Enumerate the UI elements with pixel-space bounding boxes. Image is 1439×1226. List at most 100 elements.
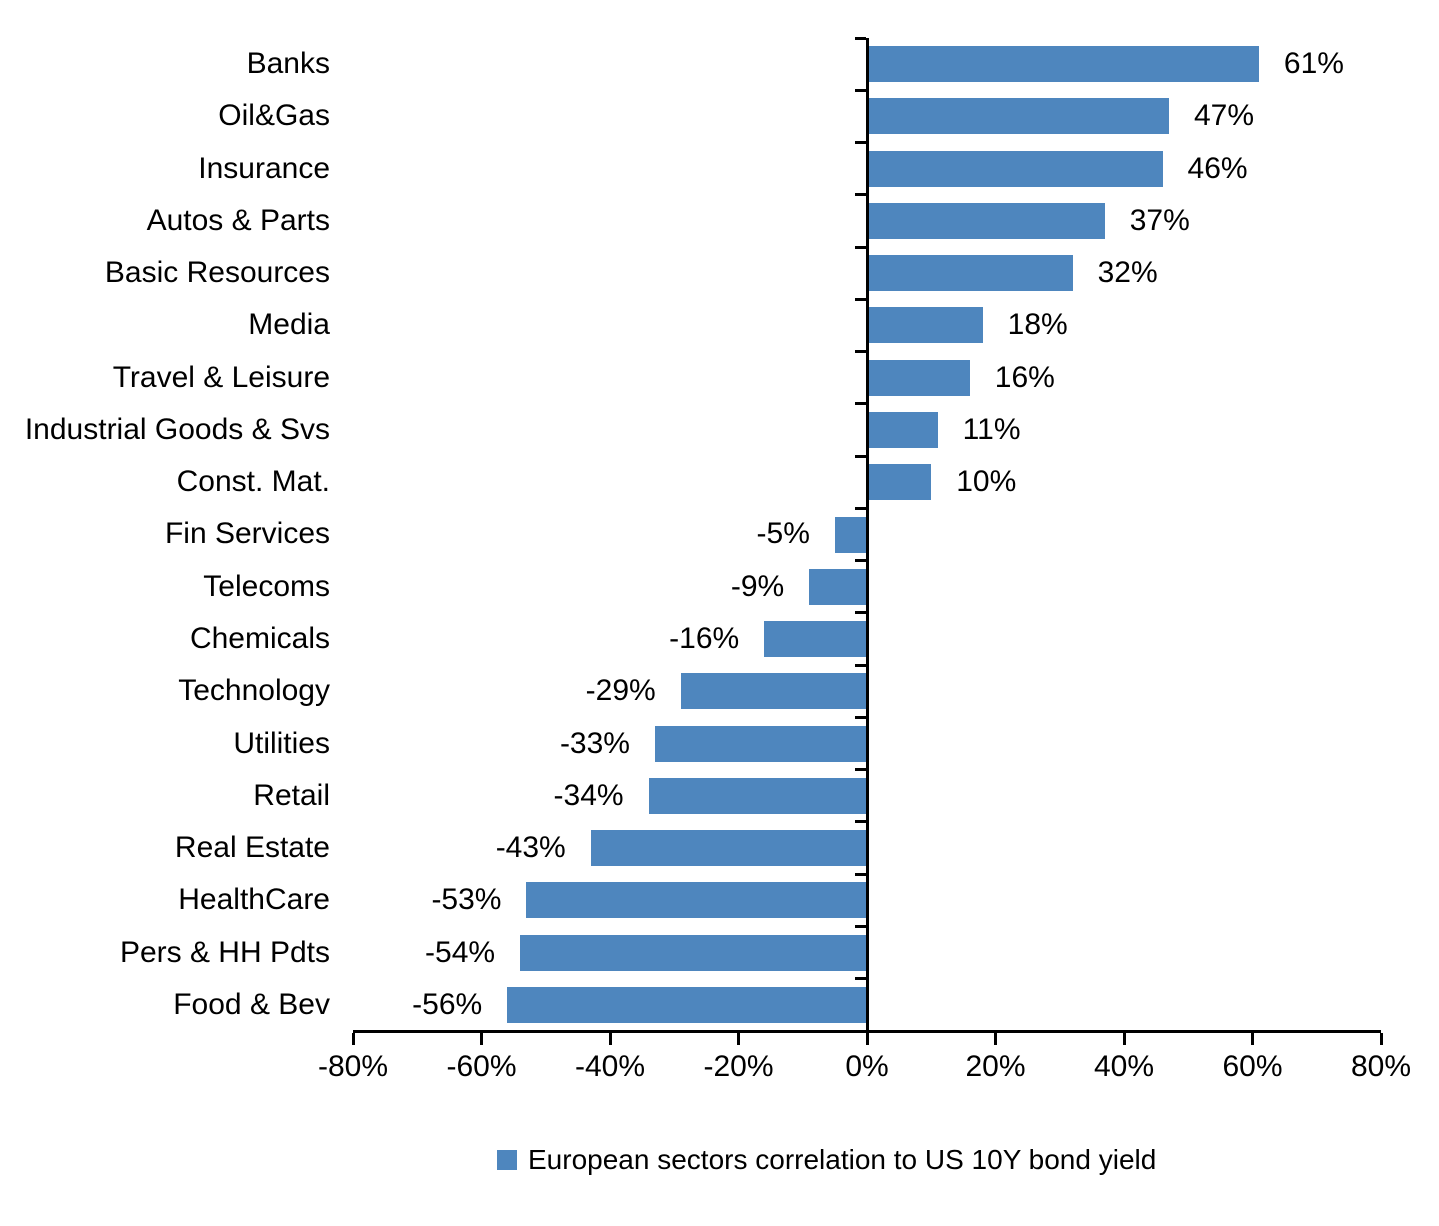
- category-label: Retail: [253, 778, 330, 812]
- bar: [867, 46, 1259, 83]
- bar: [520, 934, 867, 971]
- value-label: -53%: [431, 883, 502, 917]
- category-label: Telecoms: [203, 569, 330, 603]
- category-axis-tick: [855, 559, 866, 563]
- category-axis-tick: [855, 141, 866, 145]
- category-axis-tick: [855, 88, 866, 92]
- category-label: Travel & Leisure: [112, 360, 330, 394]
- category-axis-tick: [855, 193, 866, 197]
- category-axis-tick: [855, 715, 866, 719]
- value-label: -56%: [412, 987, 483, 1021]
- value-axis-tick-label: 80%: [1350, 1050, 1412, 1083]
- value-axis-tick-label: 60%: [1222, 1050, 1283, 1083]
- bar: [867, 150, 1163, 187]
- category-axis-tick: [855, 506, 866, 510]
- value-label: 18%: [1007, 308, 1068, 342]
- category-label: Oil&Gas: [218, 99, 330, 133]
- value-axis-tick: [351, 1033, 355, 1045]
- category-label: HealthCare: [178, 883, 330, 917]
- value-label: -54%: [425, 935, 496, 969]
- value-label: 11%: [962, 412, 1021, 446]
- bar: [867, 307, 983, 344]
- category-label: Pers & HH Pdts: [119, 935, 330, 969]
- value-label: 46%: [1187, 151, 1248, 185]
- category-label: Banks: [246, 47, 330, 81]
- category-label: Technology: [178, 674, 330, 708]
- value-axis-tick-label: 40%: [1093, 1050, 1155, 1083]
- legend-label: European sectors correlation to US 10Y b…: [528, 1144, 1157, 1175]
- category-axis-tick: [855, 977, 866, 981]
- category-label: Food & Bev: [173, 987, 330, 1021]
- category-label: Industrial Goods & Svs: [24, 412, 330, 446]
- bar: [764, 621, 867, 658]
- category-axis-tick: [855, 454, 866, 458]
- value-label: -9%: [730, 569, 785, 603]
- category-axis-tick: [855, 611, 866, 615]
- category-axis-tick: [855, 924, 866, 928]
- value-axis-tick-label: 20%: [965, 1050, 1026, 1083]
- category-axis-tick: [855, 663, 866, 667]
- category-axis-tick: [855, 245, 866, 249]
- category-label: Media: [248, 308, 330, 342]
- category-label: Utilities: [233, 726, 330, 760]
- value-label: 47%: [1193, 99, 1255, 133]
- legend-swatch-icon: [497, 1150, 517, 1170]
- bar: [507, 986, 867, 1023]
- bar: [834, 516, 867, 553]
- value-label: -16%: [669, 622, 740, 656]
- value-label: 10%: [956, 465, 1017, 499]
- bar: [867, 255, 1073, 292]
- bar: [867, 464, 932, 501]
- value-label: -29%: [585, 674, 656, 708]
- value-label: 61%: [1283, 47, 1344, 81]
- value-axis-tick: [480, 1033, 483, 1045]
- legend: European sectors correlation to US 10Y b…: [497, 1146, 1156, 1174]
- bar: [867, 202, 1105, 239]
- category-axis-tick: [855, 36, 866, 40]
- category-axis-line: [866, 38, 869, 1033]
- category-axis-tick: [855, 768, 866, 772]
- value-axis-tick: [994, 1033, 997, 1045]
- value-axis-tick-label: -80%: [317, 1050, 389, 1083]
- value-label: -33%: [559, 726, 630, 760]
- value-axis-tick: [1122, 1033, 1126, 1045]
- value-label: 37%: [1129, 203, 1190, 237]
- value-axis-tick: [865, 1033, 869, 1045]
- value-axis-line: [353, 1030, 1381, 1033]
- category-label: Autos & Parts: [146, 203, 330, 237]
- bar: [648, 777, 867, 814]
- bar: [680, 673, 867, 710]
- category-label: Chemicals: [189, 622, 330, 656]
- value-axis-tick: [1379, 1033, 1383, 1045]
- bar: [654, 725, 867, 762]
- category-label: Const. Mat.: [176, 465, 330, 499]
- value-axis-tick: [608, 1033, 612, 1045]
- bar: [809, 568, 867, 605]
- category-axis-tick: [855, 297, 866, 301]
- bar: [526, 882, 867, 919]
- category-label: Basic Resources: [104, 256, 330, 290]
- value-label: 32%: [1097, 256, 1158, 290]
- category-label: Real Estate: [174, 831, 330, 865]
- value-axis-tick-label: -60%: [446, 1050, 517, 1083]
- value-label: -43%: [495, 831, 566, 865]
- value-axis-tick: [737, 1033, 740, 1045]
- category-axis-tick: [855, 820, 866, 824]
- value-axis-tick-label: 0%: [845, 1050, 889, 1083]
- value-label: 16%: [994, 360, 1055, 394]
- bar: [867, 359, 970, 396]
- value-axis-tick-label: -40%: [574, 1050, 646, 1083]
- bar: [867, 98, 1169, 135]
- value-axis-tick: [1251, 1033, 1254, 1045]
- value-axis-tick-label: -20%: [703, 1050, 774, 1083]
- value-label: -5%: [756, 517, 810, 551]
- category-label: Fin Services: [164, 517, 330, 551]
- category-label: Insurance: [198, 151, 330, 185]
- category-axis-tick: [855, 872, 866, 876]
- category-axis-tick: [855, 350, 866, 354]
- category-axis-tick: [855, 402, 866, 406]
- bar: [590, 830, 867, 867]
- bar: [867, 411, 938, 448]
- value-label: -34%: [553, 778, 624, 812]
